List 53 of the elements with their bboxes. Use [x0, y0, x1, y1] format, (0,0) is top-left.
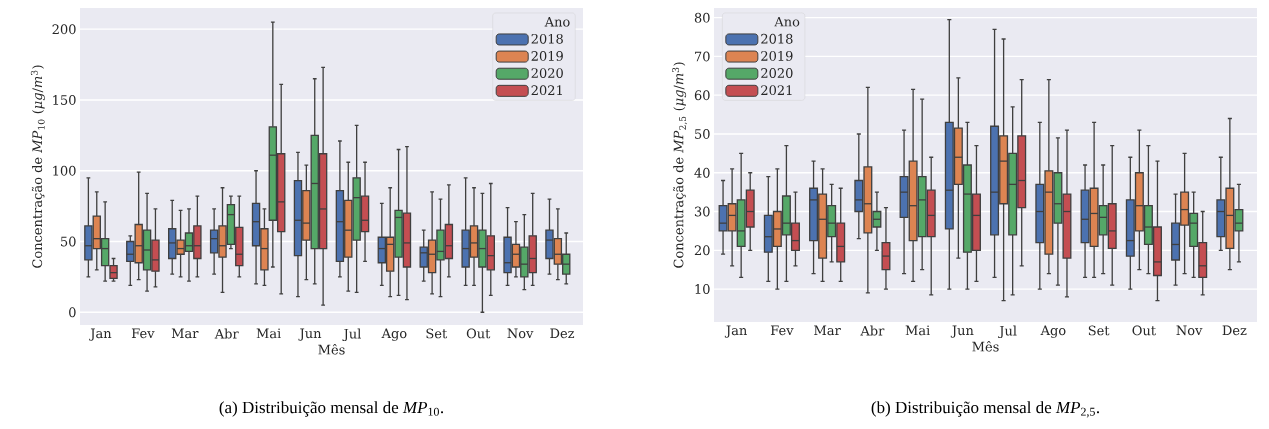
legend-label: 2020: [531, 68, 563, 78]
legend-title: Ano: [544, 16, 570, 27]
text: Concentração de MP$_{10}$ (μg/m$^{3}$): [30, 65, 45, 268]
legend-label: 2018: [761, 33, 793, 44]
x-tick-label: Fev: [131, 328, 155, 339]
y-tick-label: 0: [69, 307, 76, 318]
legend-label: 2020: [761, 68, 793, 78]
legend-label: 2021: [531, 85, 562, 96]
x-tick-label: Mar: [814, 325, 841, 336]
x-tick-label: Dez: [550, 328, 575, 339]
x-tick-label: Out: [466, 328, 491, 339]
x-axis-title: Mês: [318, 343, 345, 355]
y-tick-label: 50: [695, 129, 710, 139]
y-tick-label: 200: [52, 24, 76, 35]
x-tick-label: Nov: [1176, 325, 1203, 336]
y-tick-label: 10: [695, 284, 710, 294]
x-tick-label: Jun: [950, 325, 974, 338]
text: (a) Distribuição mensal de MP$_{10}$.: [219, 401, 444, 417]
y-tick-label: 80: [694, 12, 710, 23]
y-tick-label: 50: [61, 236, 76, 247]
x-tick-label: Jul: [998, 325, 1017, 339]
y-tick-label: 40: [694, 167, 710, 178]
y-tick-label: 60: [694, 90, 710, 101]
legend-label: 2021: [761, 85, 792, 96]
x-tick-label: Abr: [860, 325, 885, 336]
legend-label: 2019: [761, 50, 793, 61]
x-tick-label: Set: [426, 328, 448, 339]
y-tick-label: 20: [694, 245, 710, 256]
legend-label: 2019: [531, 51, 563, 61]
x-tick-label: Mai: [256, 328, 281, 339]
x-tick-label: Nov: [507, 328, 534, 339]
legend-title: Ano: [774, 16, 800, 27]
x-tick-label: Mar: [171, 328, 199, 339]
y-tick-label: 100: [53, 165, 76, 176]
text: Concentração de MP$_{2,5}$ (μg/m$^{3}$): [672, 62, 688, 268]
x-tick-label: Ago: [1040, 325, 1066, 338]
x-tick-label: Fev: [770, 325, 794, 336]
y-tick-label: 30: [694, 206, 710, 217]
y-tick-label: 70: [695, 51, 710, 62]
x-tick-label: Mai: [905, 325, 930, 336]
x-tick-label: Jan: [724, 325, 747, 338]
y-tick-label: 150: [53, 95, 76, 105]
x-tick-label: Abr: [214, 328, 239, 339]
x-tick-label: Jun: [298, 328, 322, 341]
x-tick-label: Ago: [381, 328, 407, 341]
x-tick-label: Set: [1088, 325, 1110, 336]
text: (b) Distribuição mensal de MP$_{2,5}$.: [871, 401, 1099, 418]
x-axis-title: Mês: [972, 340, 999, 352]
x-tick-label: Dez: [1222, 325, 1247, 336]
x-tick-label: Jan: [89, 328, 112, 341]
legend-label: 2018: [531, 33, 563, 44]
x-tick-label: Jul: [342, 328, 361, 342]
x-tick-label: Out: [1132, 325, 1156, 336]
